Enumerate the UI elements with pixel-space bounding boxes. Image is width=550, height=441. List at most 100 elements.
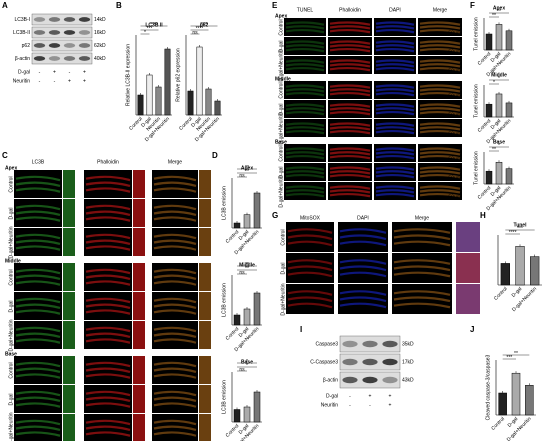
sig-label: **** — [150, 22, 158, 28]
hair-cell-row — [339, 228, 387, 234]
hair-cell-row — [15, 338, 61, 344]
bar — [196, 46, 203, 116]
hair-cell-row — [85, 210, 131, 217]
hair-cell-row — [375, 28, 415, 34]
hair-cell-row — [285, 107, 325, 112]
hair-cell-row — [85, 402, 131, 408]
hair-cell-row — [329, 192, 371, 198]
hair-cell-row — [329, 47, 371, 53]
bar — [485, 170, 493, 185]
row-label: Control — [8, 362, 14, 378]
bar — [511, 372, 521, 416]
bar — [505, 30, 513, 51]
hair-cell-row — [393, 265, 451, 272]
blot-strip — [31, 26, 93, 39]
hair-cell-row — [285, 151, 325, 156]
region-label: Apex — [275, 13, 287, 19]
channel-label: TUNEL — [297, 7, 314, 13]
hair-cell-row — [153, 338, 197, 344]
hair-cell-row — [153, 396, 197, 403]
hair-cell-row — [375, 88, 415, 93]
hair-cell-row — [393, 271, 451, 278]
chart-title: Apex — [493, 5, 505, 11]
bar — [485, 33, 493, 51]
hair-cell-row — [375, 185, 415, 190]
band-label: C-Caspase3 — [310, 359, 338, 365]
sig-label: ns — [239, 367, 245, 373]
row-label: D-gal — [8, 394, 14, 406]
sig-label: * — [498, 143, 500, 149]
hair-cell-row — [419, 173, 461, 179]
hair-cell-row — [419, 185, 461, 190]
hair-cell-row — [85, 373, 131, 379]
inset — [133, 170, 145, 198]
hair-cell-row — [85, 245, 131, 251]
hair-cell-row — [85, 303, 131, 310]
hair-cell-row — [375, 107, 415, 112]
scale-bar-label: 50 μm — [183, 285, 197, 291]
row-label: Control — [278, 19, 284, 35]
hair-cell-row — [329, 84, 371, 89]
band-size: 14kD — [94, 17, 106, 23]
inset — [199, 414, 211, 441]
hair-cell-row — [285, 63, 325, 68]
hair-cell-row — [419, 147, 461, 152]
row-label: Control — [280, 229, 286, 245]
region-label: Middle — [5, 258, 21, 264]
hair-cell-row — [287, 259, 333, 265]
panel-letter: B — [116, 1, 122, 10]
blot-strip — [31, 13, 93, 26]
hair-cell-row — [375, 154, 415, 160]
blot-band — [63, 30, 76, 35]
hair-cell-row — [85, 367, 131, 374]
hair-cell-row — [393, 228, 451, 234]
hair-cell-row — [15, 245, 61, 251]
hair-cell-row — [15, 309, 61, 315]
hair-cell-row — [287, 265, 333, 272]
inset — [199, 170, 211, 198]
inset — [199, 321, 211, 349]
hair-cell-row — [153, 181, 197, 188]
hair-cell-row — [419, 28, 461, 34]
blot-band — [48, 43, 61, 48]
inset — [63, 414, 75, 441]
hair-cell-row — [285, 110, 325, 116]
blot-band — [63, 43, 76, 48]
hair-cell-row — [287, 302, 333, 309]
hair-cell-row — [153, 280, 197, 286]
hair-cell-row — [15, 402, 61, 408]
hair-cell-row — [419, 166, 461, 171]
scale-bar-label: 50μm — [448, 68, 461, 74]
band-label: p62 — [22, 43, 31, 49]
y-axis-label: Tunel emission — [473, 151, 479, 185]
treatment-sign: + — [83, 78, 86, 84]
region-label: Middle — [275, 76, 291, 82]
panel-letter: D — [212, 151, 218, 160]
hair-cell-row — [419, 66, 461, 72]
hair-cell-row — [15, 367, 61, 374]
hair-cell-row — [375, 129, 415, 135]
hair-cell-row — [15, 233, 61, 240]
channel-label: Merge — [415, 215, 429, 221]
hair-cell-row — [339, 290, 387, 296]
treatment-sign: + — [53, 69, 56, 75]
hair-cell-row — [339, 259, 387, 265]
inset — [63, 385, 75, 413]
hair-cell-row — [85, 309, 131, 315]
hair-cell-row — [419, 44, 461, 49]
sig-label: **** — [509, 230, 517, 236]
bar — [243, 308, 251, 326]
inset — [63, 228, 75, 256]
hair-cell-row — [85, 181, 131, 188]
hair-cell-row — [285, 91, 325, 97]
treatment-sign: - — [39, 78, 41, 84]
hair-cell-row — [285, 189, 325, 194]
hair-cell-row — [285, 40, 325, 45]
blot-band — [78, 43, 91, 48]
blot-band — [382, 376, 398, 384]
inset — [63, 199, 75, 227]
hair-cell-row — [339, 271, 387, 278]
hair-cell-row — [329, 59, 371, 64]
row-label: Control — [278, 82, 284, 98]
channel-label: Merge — [168, 159, 182, 165]
